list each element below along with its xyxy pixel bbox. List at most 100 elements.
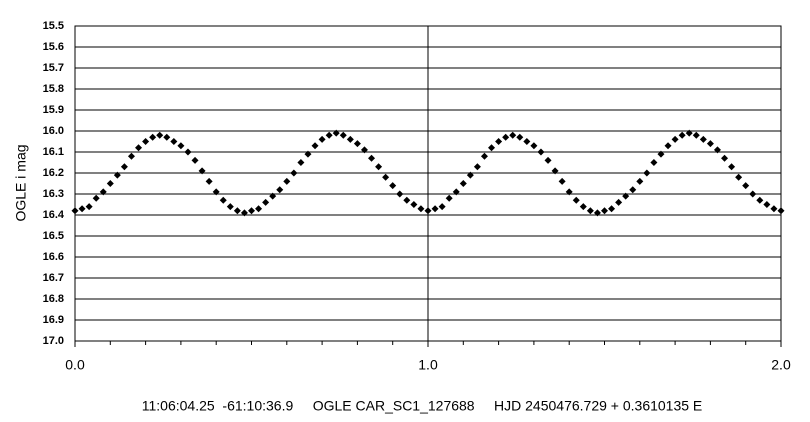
point	[516, 133, 524, 141]
point	[706, 140, 714, 148]
y-axis-label: OGLE i mag	[13, 144, 29, 221]
point	[198, 167, 206, 175]
point	[262, 198, 270, 206]
point	[85, 203, 93, 211]
point	[353, 140, 361, 148]
point	[410, 201, 418, 208]
x-tick-label: 0.0	[65, 357, 85, 373]
point	[480, 152, 488, 160]
point	[721, 154, 729, 162]
point	[756, 196, 764, 204]
point	[770, 205, 778, 213]
point	[170, 138, 178, 145]
point	[99, 188, 107, 196]
point	[608, 205, 616, 213]
point	[255, 205, 263, 213]
point	[325, 131, 333, 139]
y-tick-label: 16.3	[43, 188, 64, 200]
y-tick-label: 15.9	[43, 104, 64, 116]
point	[205, 177, 213, 185]
point	[671, 135, 679, 143]
y-tick-label: 16.2	[43, 167, 64, 179]
x-tick-label: 1.0	[418, 357, 438, 373]
y-tick-label: 16.6	[43, 251, 64, 263]
point	[177, 142, 185, 150]
y-tick-label: 17.0	[43, 335, 64, 347]
point	[615, 198, 623, 206]
point	[622, 192, 630, 200]
point	[127, 152, 135, 160]
point	[106, 180, 114, 187]
point	[290, 169, 298, 177]
point	[184, 148, 192, 156]
point	[135, 144, 143, 152]
point	[318, 135, 326, 143]
point	[636, 177, 644, 185]
point	[502, 133, 510, 141]
point	[459, 180, 467, 187]
point	[699, 135, 707, 143]
point	[586, 207, 594, 215]
point	[248, 207, 255, 215]
point	[233, 207, 241, 215]
y-tick-label: 15.6	[43, 41, 64, 53]
point	[558, 177, 566, 185]
point	[777, 207, 785, 215]
point	[332, 129, 340, 137]
point	[735, 173, 743, 181]
point	[219, 196, 227, 204]
point	[226, 203, 234, 211]
point	[488, 144, 496, 152]
point	[692, 131, 700, 139]
point	[276, 186, 284, 194]
point	[509, 131, 517, 139]
point	[382, 173, 390, 181]
point	[495, 138, 503, 145]
point	[445, 194, 453, 202]
point	[657, 150, 665, 158]
y-tick-label: 16.1	[43, 146, 64, 158]
x-tick-label: 2.0	[771, 357, 791, 373]
point	[120, 163, 128, 171]
point	[78, 205, 86, 213]
point	[544, 156, 552, 164]
point	[749, 190, 757, 198]
point	[572, 196, 580, 204]
point	[311, 142, 319, 150]
caption: 11:06:04.25 -61:10:36.9 OGLE CAR_SC1_127…	[142, 398, 703, 414]
point	[417, 205, 425, 213]
point	[424, 207, 432, 215]
point	[551, 167, 559, 175]
point	[368, 154, 376, 162]
point	[375, 163, 383, 171]
point	[685, 129, 693, 137]
point	[142, 138, 150, 145]
point	[650, 159, 658, 166]
point	[728, 163, 736, 171]
point	[113, 171, 121, 179]
point	[593, 209, 601, 217]
y-tick-label: 16.7	[43, 272, 64, 284]
point	[438, 203, 446, 211]
point	[431, 205, 439, 213]
point	[240, 209, 248, 217]
point	[71, 207, 79, 215]
point	[601, 207, 608, 215]
point	[579, 203, 587, 211]
point	[297, 159, 305, 166]
point	[92, 194, 100, 202]
point	[565, 188, 573, 196]
y-tick-label: 15.5	[43, 20, 64, 32]
point	[452, 188, 460, 196]
point	[389, 182, 397, 190]
point	[156, 131, 164, 139]
point	[360, 146, 368, 154]
point	[530, 142, 538, 150]
point	[163, 133, 171, 141]
point	[713, 146, 721, 154]
point	[283, 177, 291, 185]
point	[473, 163, 481, 171]
point	[403, 196, 411, 204]
y-tick-label: 16.4	[43, 209, 65, 221]
